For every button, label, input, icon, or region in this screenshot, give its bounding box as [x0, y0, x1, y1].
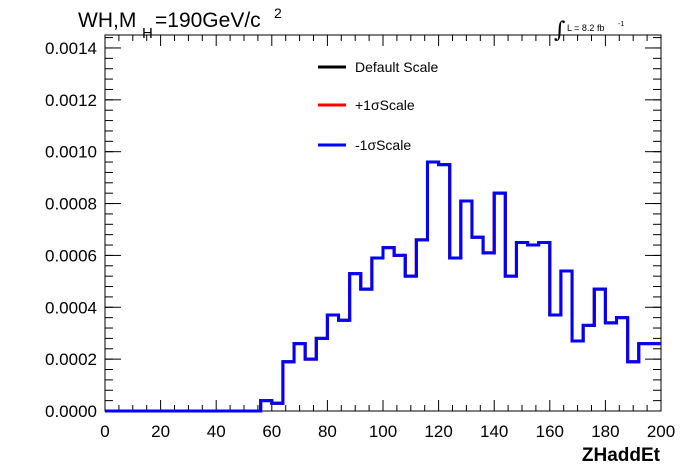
lumi-text: L = 8.2 fb [567, 23, 604, 33]
y-tick-label: 0.0012 [45, 91, 97, 110]
title-subscript: H [142, 25, 153, 42]
y-tick-label: 0.0008 [45, 195, 97, 214]
y-tick-label: 0.0010 [45, 143, 97, 162]
y-tick-label: 0.0000 [45, 402, 97, 421]
title-main: WH,M [78, 9, 136, 32]
x-tick-label: 20 [151, 422, 170, 441]
y-tick-label: 0.0004 [45, 298, 97, 317]
plot-frame [104, 34, 662, 412]
x-axis: 0 20 40 60 80 100 120 140 160 180 200 [100, 35, 675, 441]
series-layer [105, 160, 661, 413]
legend-label: Default Scale [355, 59, 438, 75]
luminosity-label: ∫ L = 8.2 fb -1 [554, 18, 624, 43]
x-axis-title: ZHaddEt [582, 445, 661, 466]
y-tick-label: 0.0006 [45, 246, 97, 265]
x-tick-label: 160 [536, 422, 564, 441]
legend: Default Scale +1σScale -1σScale [318, 59, 438, 153]
y-tick-label: 0.0002 [45, 350, 97, 369]
legend-label: +1σScale [355, 97, 415, 113]
legend-label: -1σScale [355, 137, 411, 153]
x-tick-label: 60 [262, 422, 281, 441]
x-tick-label: 200 [647, 422, 675, 441]
x-tick-label: 80 [318, 422, 337, 441]
series-line-0 [105, 160, 661, 413]
x-tick-label: 40 [207, 422, 226, 441]
series-line-2 [105, 160, 661, 413]
x-tick-label: 100 [369, 422, 397, 441]
lumi-superscript: -1 [618, 21, 624, 28]
series-line-1 [105, 160, 661, 413]
chart-title: WH,M H =190GeV/c 2 [78, 5, 282, 42]
integral-icon: ∫ [554, 18, 566, 43]
x-tick-label: 140 [480, 422, 508, 441]
x-tick-label: 0 [100, 422, 109, 441]
x-tick-label: 180 [591, 422, 619, 441]
y-tick-label: 0.0014 [45, 39, 97, 58]
x-tick-label: 120 [424, 422, 452, 441]
title-superscript: 2 [274, 5, 282, 21]
title-rest: =190GeV/c [155, 9, 261, 32]
y-axis: 0.0000 0.0002 0.0004 0.0006 0.0008 0.0010 0.00… [45, 37, 661, 421]
